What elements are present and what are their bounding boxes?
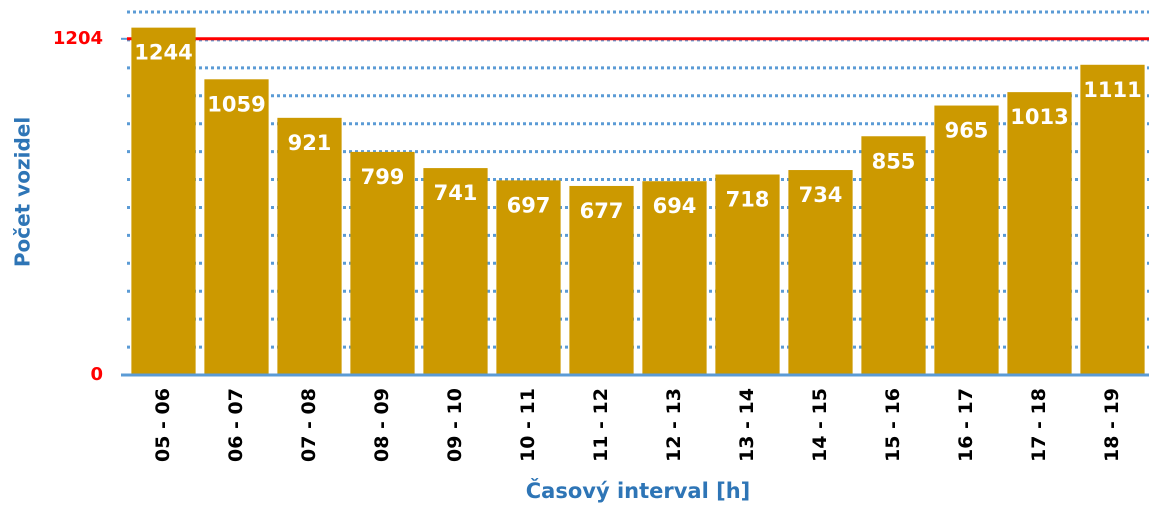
bar <box>496 180 561 375</box>
bar <box>131 27 196 375</box>
value-label: 734 <box>799 183 843 207</box>
x-tick-label: 05 - 06 <box>152 388 174 462</box>
value-label: 677 <box>580 199 624 223</box>
value-label: 855 <box>872 149 916 173</box>
x-tick-label: 07 - 08 <box>298 388 320 462</box>
bar <box>569 185 634 375</box>
bar <box>788 170 853 375</box>
bar <box>934 105 999 376</box>
value-label: 718 <box>726 188 770 212</box>
bar <box>642 181 707 375</box>
y-tick-label: 0 <box>90 364 103 385</box>
x-tick-label: 18 - 19 <box>1101 388 1123 462</box>
x-tick-label: 14 - 15 <box>809 388 831 462</box>
bar <box>1007 92 1072 376</box>
x-tick-label: 09 - 10 <box>444 388 466 462</box>
value-label: 1013 <box>1010 105 1068 129</box>
value-label: 697 <box>507 193 551 217</box>
x-tick-label: 17 - 18 <box>1028 388 1050 462</box>
x-tick-label: 13 - 14 <box>736 388 758 462</box>
value-label: 921 <box>288 131 332 155</box>
value-label: 1059 <box>207 92 265 116</box>
x-axis-label: Časový interval [h] <box>526 478 751 503</box>
bar <box>1080 64 1145 376</box>
x-tick-label: 08 - 09 <box>371 388 393 462</box>
value-label: 741 <box>434 181 478 205</box>
x-tick-label: 11 - 12 <box>590 388 612 462</box>
value-label: 694 <box>653 194 697 218</box>
value-label: 799 <box>361 165 405 189</box>
value-label: 1244 <box>134 41 192 65</box>
x-tick-label: 12 - 13 <box>663 388 685 462</box>
y-axis-label: Počet vozidel <box>11 117 35 267</box>
bar <box>861 136 926 375</box>
bar <box>277 117 342 375</box>
x-tick-label: 10 - 11 <box>517 388 539 462</box>
x-tick-label: 16 - 17 <box>955 388 977 462</box>
bar <box>350 151 415 375</box>
x-tick-label: 15 - 16 <box>882 388 904 462</box>
x-tick-label: 06 - 07 <box>225 388 247 462</box>
bar <box>715 174 780 375</box>
bar <box>204 79 269 375</box>
value-label: 1111 <box>1083 78 1141 102</box>
bar <box>423 168 488 375</box>
y-tick-label: 1204 <box>53 28 103 49</box>
value-label: 965 <box>945 119 989 143</box>
